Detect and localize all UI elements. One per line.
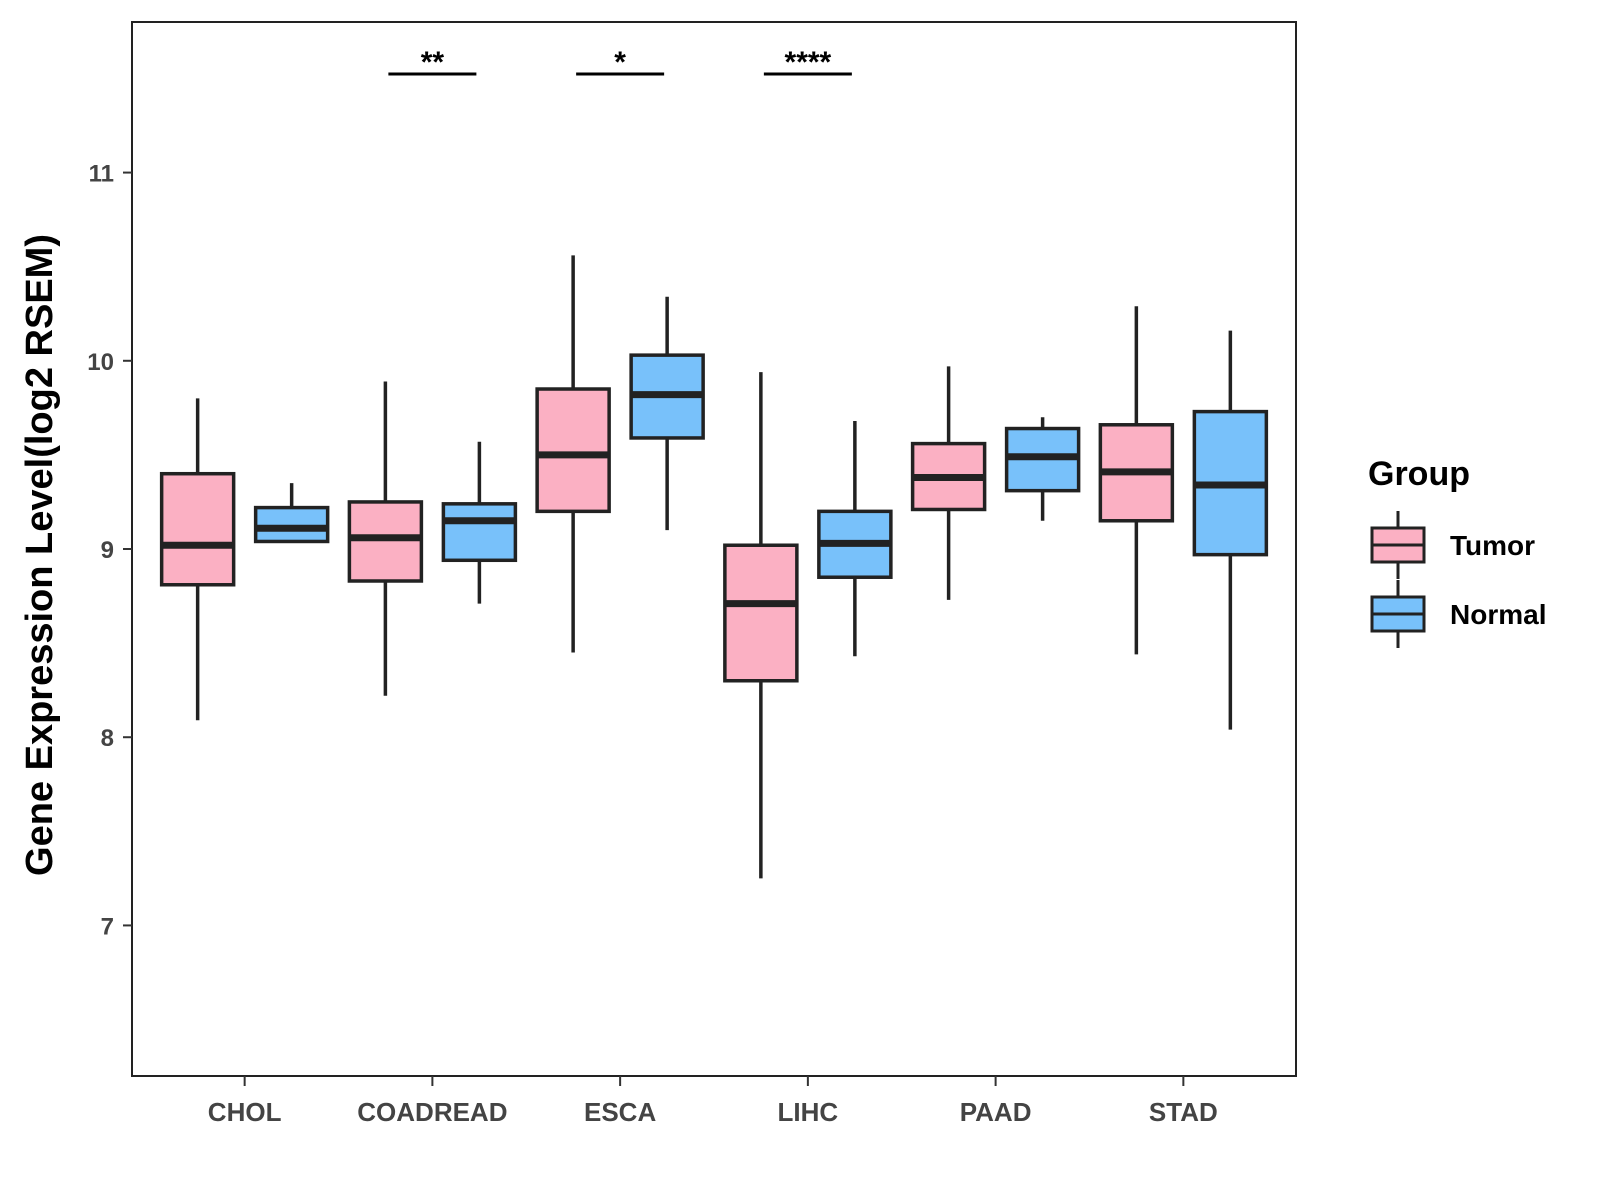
x-tick-label-esca: ESCA: [584, 1097, 656, 1127]
box-tumor-lihc: [723, 372, 799, 879]
significance-label-coadread: **: [421, 46, 445, 79]
box-normal-stad: [1192, 330, 1269, 730]
legend-item-tumor: Tumor: [1370, 511, 1535, 579]
box-normal-lihc: [817, 421, 893, 657]
x-tick-label-paad: PAAD: [960, 1097, 1032, 1127]
significance-label-lihc: ****: [785, 46, 832, 79]
y-axis-title: Gene Expression Level(log2 RSEM): [19, 234, 61, 876]
box-normal-chol: [253, 483, 330, 544]
legend-label: Normal: [1450, 599, 1546, 630]
y-axis: 7 8 9 10 11: [87, 161, 132, 940]
box-normal-esca: [629, 296, 705, 531]
plot-area: ** * ****: [131, 21, 1297, 1077]
box-body: [159, 471, 236, 587]
box-body: [347, 500, 424, 583]
panel-border: [131, 21, 1297, 1077]
box-body: [441, 502, 518, 563]
box-normal-coadread: [441, 441, 518, 604]
x-tick-label-lihc: LIHC: [778, 1097, 839, 1127]
y-tick-label: 10: [87, 349, 114, 376]
box-normal-paad: [1004, 417, 1081, 521]
x-tick-label-coadread: COADREAD: [357, 1097, 507, 1127]
box-tumor-coadread: [347, 381, 424, 696]
x-axis: CHOL COADREAD ESCA LIHC PAAD STAD: [208, 1076, 1218, 1127]
box-tumor-chol: [159, 398, 236, 721]
legend-item-normal: Normal: [1370, 580, 1546, 648]
x-tick-label-stad: STAD: [1149, 1097, 1218, 1127]
box-tumor-paad: [910, 366, 987, 600]
box-body: [253, 505, 330, 544]
legend-title: Group: [1368, 455, 1470, 493]
y-tick-label: 8: [101, 725, 114, 752]
box-tumor-esca: [535, 255, 611, 653]
x-tick-label-chol: CHOL: [208, 1097, 282, 1127]
y-tick-label: 11: [89, 161, 114, 188]
box-body: [535, 387, 611, 514]
y-tick-label: 9: [101, 537, 114, 564]
y-tick-label: 7: [101, 913, 114, 940]
legend-label: Tumor: [1450, 530, 1535, 561]
legend: Group Tumor Normal: [1368, 455, 1546, 648]
significance-label-esca: *: [614, 46, 626, 79]
box-tumor-stad: [1098, 306, 1175, 655]
box-body: [723, 543, 799, 683]
